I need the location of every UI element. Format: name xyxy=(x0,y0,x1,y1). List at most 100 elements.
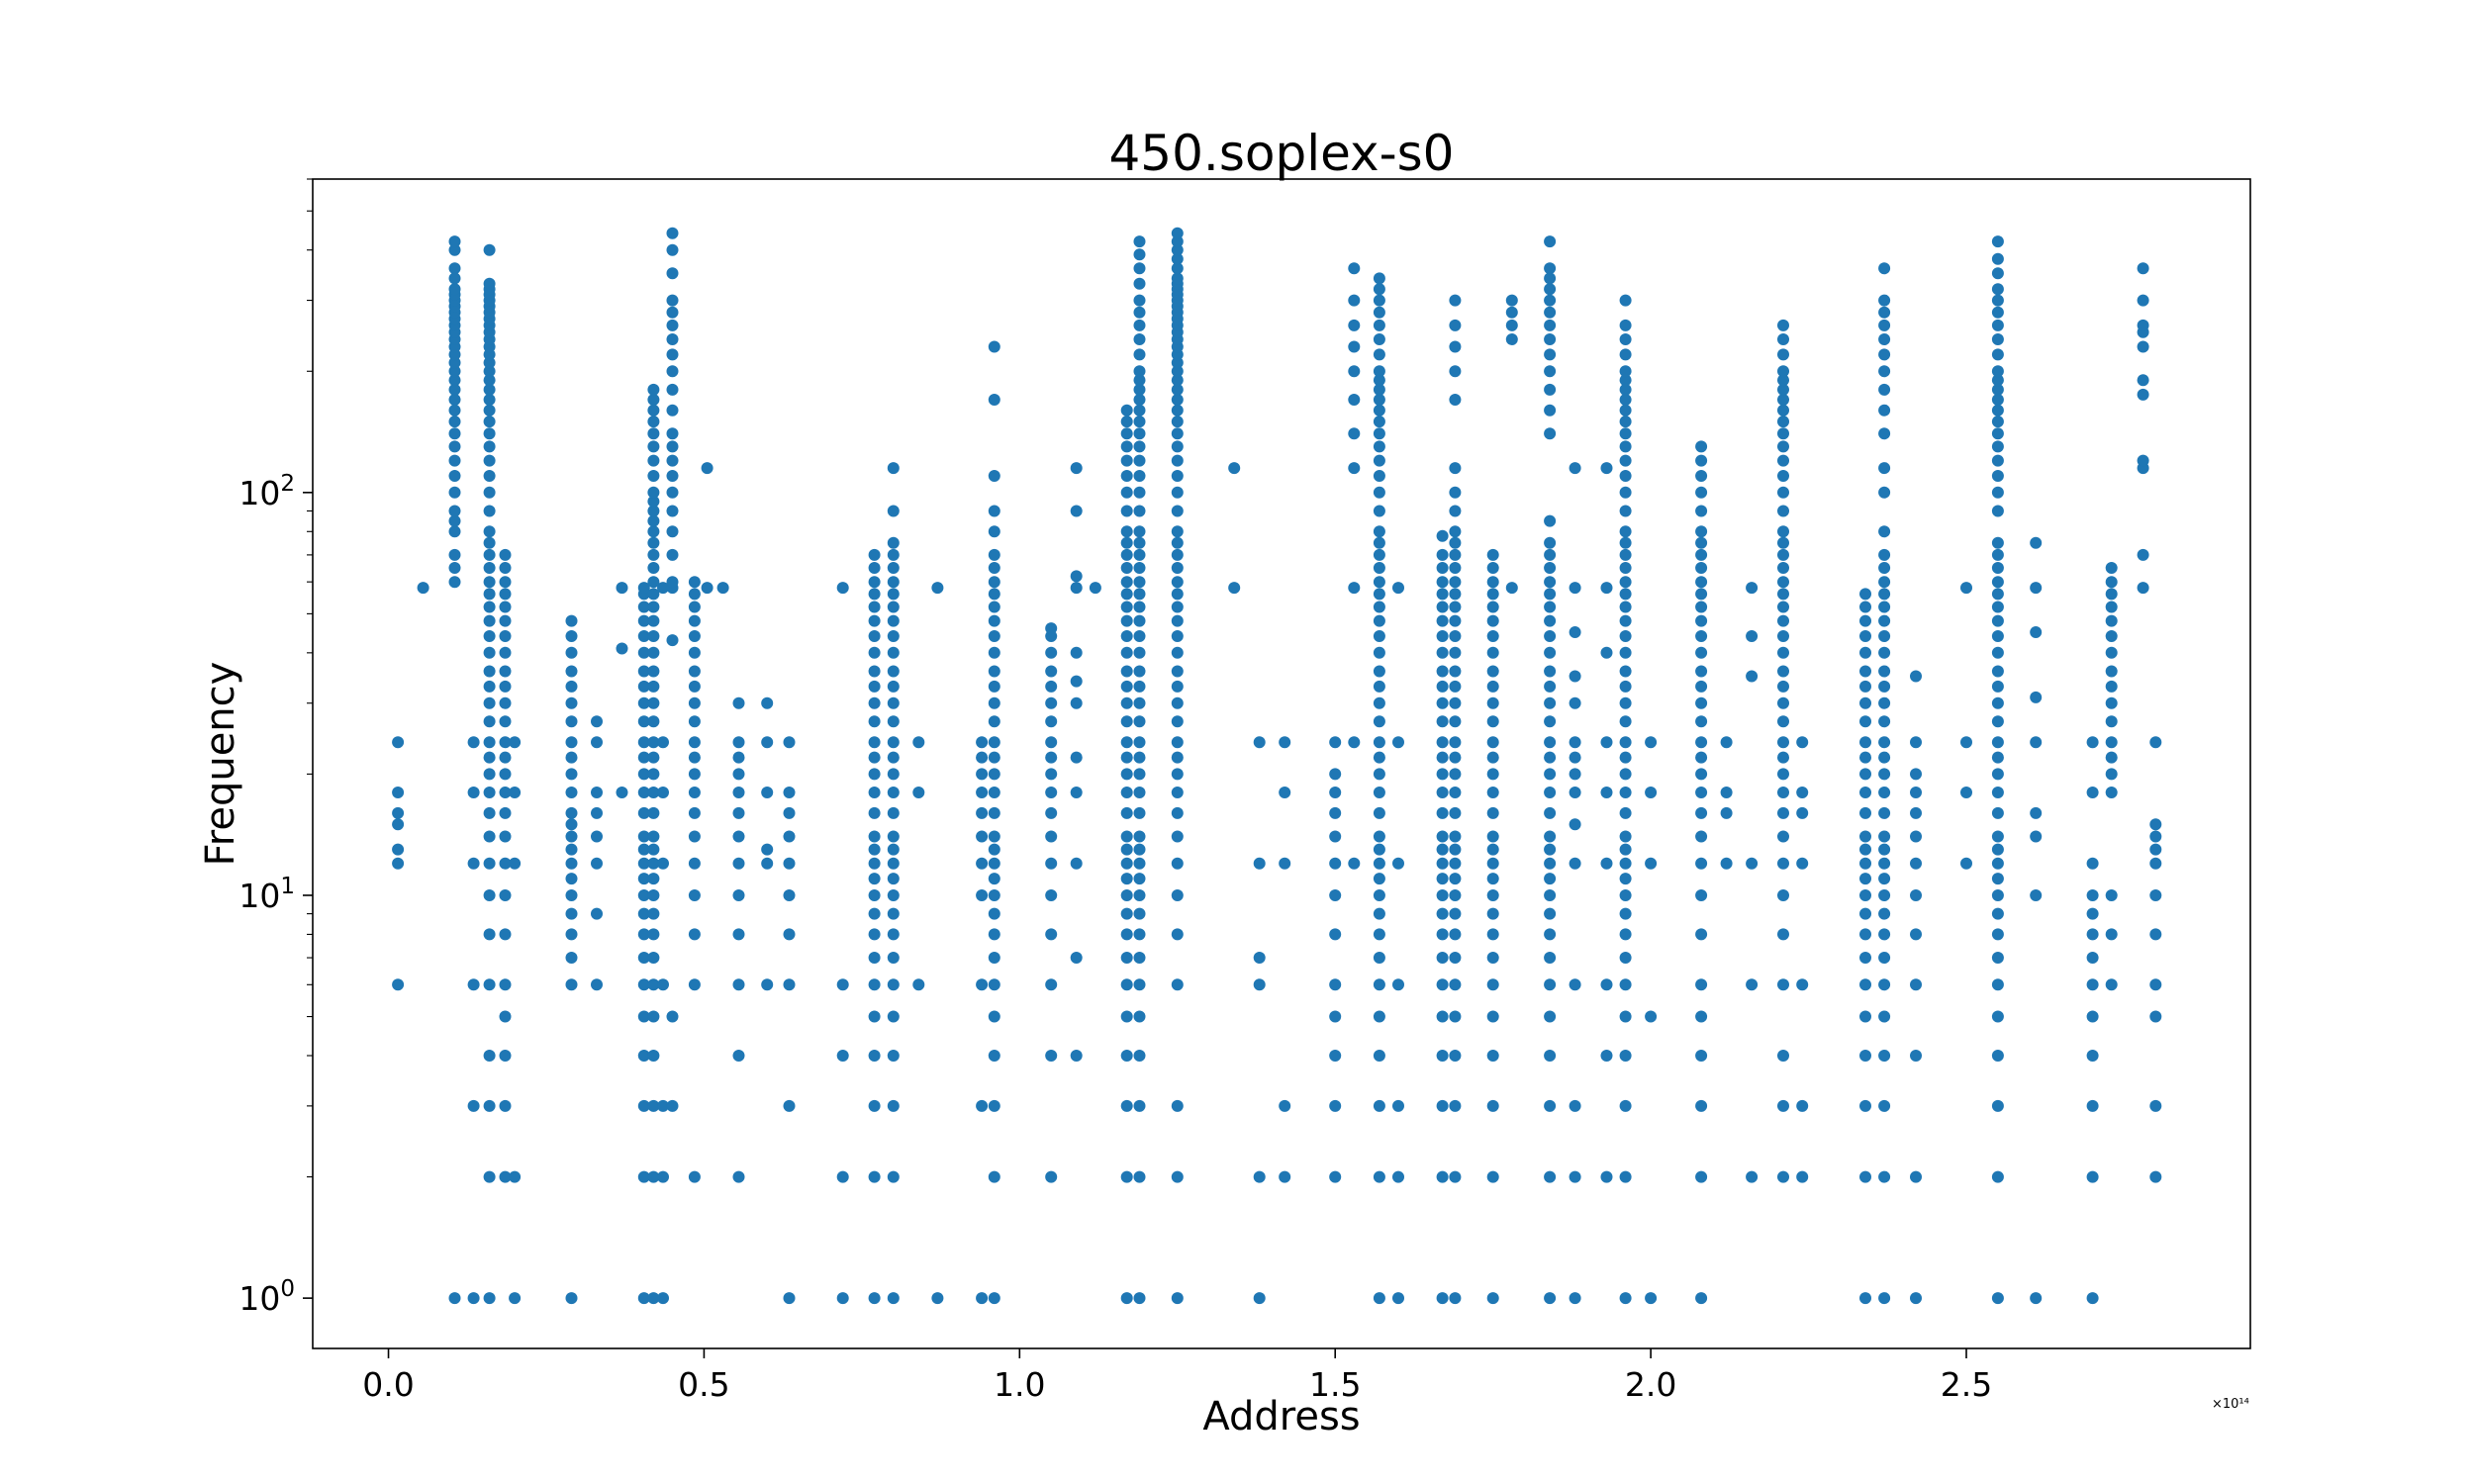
data-point xyxy=(1171,470,1184,482)
data-point xyxy=(1486,787,1499,798)
data-point xyxy=(1436,1170,1449,1183)
data-point xyxy=(483,630,496,642)
data-point xyxy=(1449,768,1462,781)
data-point xyxy=(2137,388,2149,401)
data-point xyxy=(1373,751,1385,764)
data-point xyxy=(1373,365,1385,378)
data-point xyxy=(1171,1170,1184,1183)
data-point xyxy=(1171,356,1184,369)
data-point xyxy=(1544,768,1557,781)
data-point xyxy=(1253,1170,1266,1183)
data-point xyxy=(1991,294,2004,307)
x-tick-label: 0.5 xyxy=(678,1365,729,1404)
data-point xyxy=(1133,873,1146,885)
data-point xyxy=(1171,614,1184,627)
data-point xyxy=(1619,978,1632,991)
data-point xyxy=(1045,751,1058,764)
data-point xyxy=(1619,548,1632,561)
data-point xyxy=(1619,665,1632,678)
data-point xyxy=(688,751,701,764)
data-point xyxy=(2149,928,2162,941)
data-point xyxy=(1619,588,1632,601)
data-point xyxy=(1796,1099,1809,1112)
data-point xyxy=(499,830,512,843)
data-point xyxy=(868,1050,881,1062)
data-point xyxy=(483,751,496,764)
data-point xyxy=(647,680,660,693)
data-point xyxy=(1878,768,1891,781)
data-point xyxy=(666,470,679,482)
data-point xyxy=(688,630,701,642)
data-point xyxy=(1859,1010,1871,1023)
data-point xyxy=(1133,928,1146,941)
data-point xyxy=(1436,736,1449,749)
data-point xyxy=(1991,486,2004,499)
data-point xyxy=(616,642,628,655)
data-point xyxy=(761,787,774,798)
data-point xyxy=(1859,873,1871,885)
data-point xyxy=(1695,1050,1708,1062)
data-point xyxy=(666,634,679,647)
data-point xyxy=(647,768,660,781)
data-point xyxy=(1373,1292,1385,1305)
data-point xyxy=(868,1170,881,1183)
data-point xyxy=(1544,333,1557,345)
data-point xyxy=(1991,630,2004,642)
data-point xyxy=(657,787,669,798)
data-point xyxy=(688,806,701,819)
data-point xyxy=(1619,857,1632,870)
data-point xyxy=(1991,873,2004,885)
data-point xyxy=(868,736,881,749)
data-point xyxy=(836,1292,849,1305)
data-point xyxy=(1133,416,1146,428)
data-point xyxy=(988,630,1000,642)
data-point xyxy=(1373,404,1385,417)
data-point xyxy=(1878,365,1891,378)
data-point xyxy=(1619,806,1632,819)
data-point xyxy=(732,889,745,901)
data-point xyxy=(988,340,1000,353)
data-point xyxy=(732,751,745,764)
data-point xyxy=(1171,630,1184,642)
data-point xyxy=(637,601,650,613)
data-point xyxy=(1120,562,1133,574)
data-point xyxy=(1133,235,1146,248)
data-point xyxy=(647,576,660,589)
data-point xyxy=(1777,394,1789,406)
data-point xyxy=(1392,1292,1404,1305)
data-point xyxy=(1544,873,1557,885)
data-point xyxy=(1777,1050,1789,1062)
data-point xyxy=(868,873,881,885)
data-point xyxy=(1777,736,1789,749)
data-point xyxy=(483,768,496,781)
data-point xyxy=(1133,1292,1146,1305)
data-point xyxy=(1878,857,1891,870)
data-point xyxy=(1619,1050,1632,1062)
data-point xyxy=(1045,736,1058,749)
data-point xyxy=(483,562,496,574)
data-point xyxy=(591,736,603,749)
data-point xyxy=(1373,601,1385,613)
data-point xyxy=(1777,614,1789,627)
data-point xyxy=(1544,907,1557,920)
data-point xyxy=(1329,1099,1342,1112)
data-point xyxy=(732,806,745,819)
data-point xyxy=(868,696,881,709)
data-point xyxy=(887,548,900,561)
data-point xyxy=(1859,601,1871,613)
data-point xyxy=(2030,806,2043,819)
data-point xyxy=(1436,806,1449,819)
data-point xyxy=(688,588,701,601)
data-point xyxy=(448,365,461,378)
data-point xyxy=(1436,787,1449,798)
data-point xyxy=(1070,857,1083,870)
data-point xyxy=(1436,1050,1449,1062)
data-point xyxy=(1695,1170,1708,1183)
data-point xyxy=(1991,928,2004,941)
data-point xyxy=(2105,928,2118,941)
data-point xyxy=(688,576,701,589)
data-point xyxy=(1171,374,1184,387)
data-point xyxy=(1436,1292,1449,1305)
data-point xyxy=(483,614,496,627)
data-point xyxy=(1436,1099,1449,1112)
